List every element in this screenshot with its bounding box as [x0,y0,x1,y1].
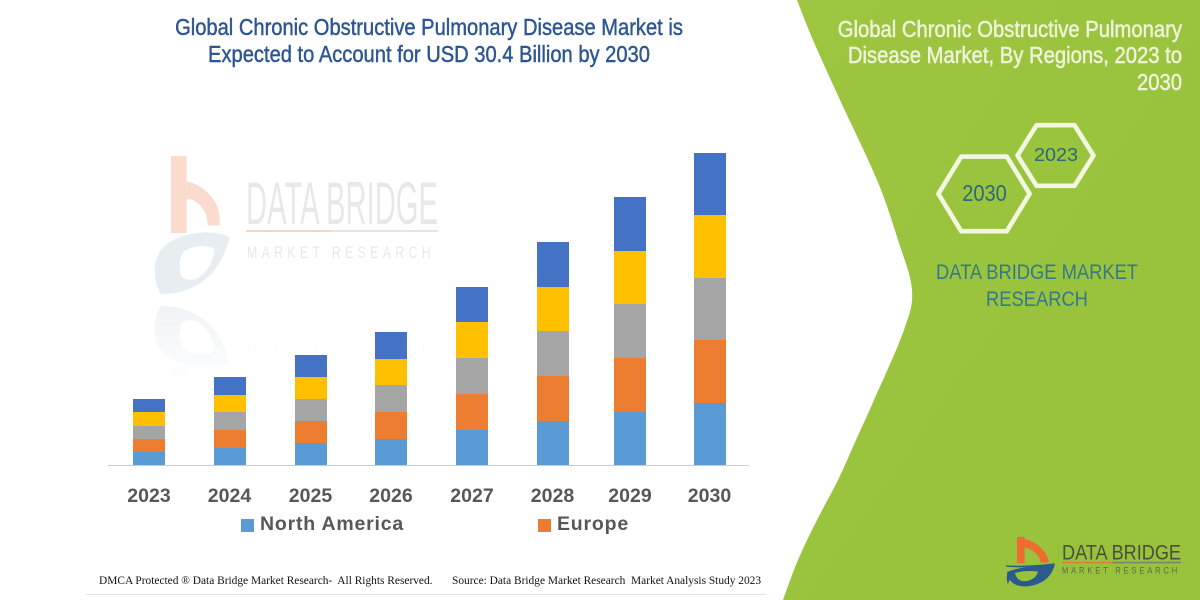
svg-text:DATA BRIDGE: DATA BRIDGE [246,179,438,227]
svg-text:MARKET RESEARCH: MARKET RESEARCH [247,245,435,261]
svg-text:DATA BRIDGE: DATA BRIDGE [246,373,438,421]
svg-text:DATA BRIDGE: DATA BRIDGE [1062,542,1181,565]
svg-text:MARKET RESEARCH: MARKET RESEARCH [1062,565,1180,575]
